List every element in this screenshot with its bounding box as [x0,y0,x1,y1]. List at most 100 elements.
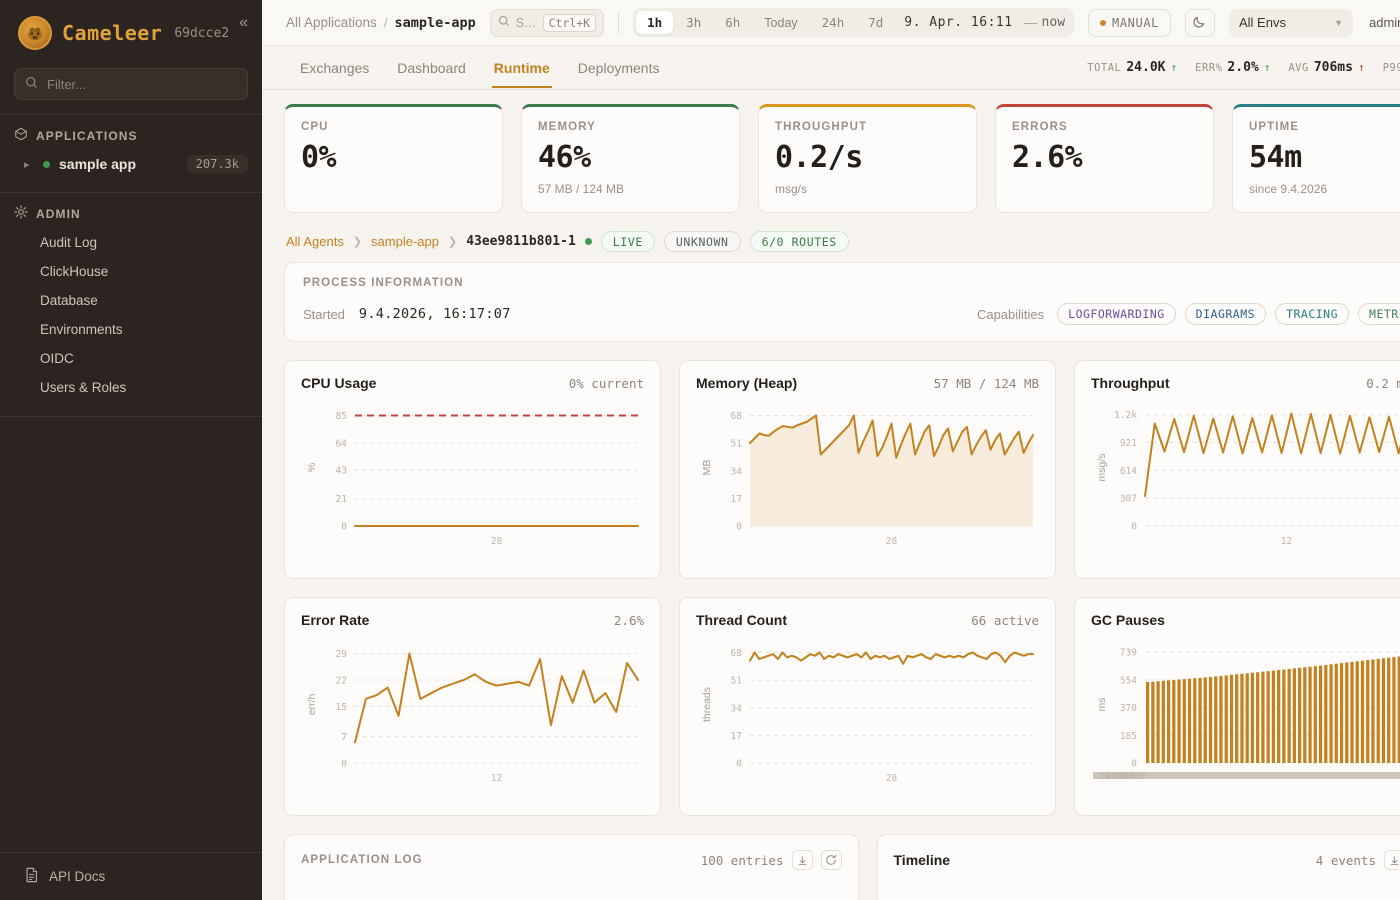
kpi-cpu-key: CPU [301,121,329,133]
filter-input[interactable] [47,76,237,92]
agent-crumb-all-agents[interactable]: All Agents [286,234,344,249]
search-icon [25,76,38,92]
range-1h[interactable]: 1h [636,11,674,34]
svg-text:ms: ms [1096,698,1108,712]
svg-text:68: 68 [731,648,743,659]
search-icon [498,15,510,30]
tab-dashboard[interactable]: Dashboard [397,60,466,76]
range-7d[interactable]: 7d [868,15,884,30]
main-area: All Applications / sample-app S… Ctrl+K … [262,0,1400,900]
agent-id: 43ee9811b801-1 [466,234,576,249]
refresh-mode-button[interactable]: MANUAL [1088,8,1171,37]
tab-runtime[interactable]: Runtime [480,48,564,88]
svg-text:34: 34 [731,703,743,714]
kpi-card-errors: ERRORS 2.6% [995,104,1214,213]
range-6h[interactable]: 6h [725,15,741,30]
chart-card-thread-count: Thread Count 66 active 0 17 34 51 68 threads 2… [679,597,1056,816]
svg-text:34: 34 [731,466,743,477]
agent-crumb-app[interactable]: sample-app [371,234,439,249]
global-search[interactable]: S… Ctrl+K [489,8,605,37]
chart-title: GC Pauses [1091,612,1165,628]
kpi-uptime-value: 54m [1249,140,1302,175]
chart-plot-memory-heap: 0 17 34 51 68 MB 28 [696,397,1039,560]
svg-text:1.2k: 1.2k [1114,410,1137,421]
kpi-card-throughput: THROUGHPUT 0.2/s msg/s [758,104,977,213]
chart-grid: CPU Usage 0% current 0 21 43 64 85% 28 Memory… [284,360,1400,816]
gear-icon [14,205,28,222]
agent-crumb-sep-2: ❯ [447,236,458,248]
stat-avg-key: AVG [1288,62,1309,74]
chart-card-error-rate: Error Rate 2.6% 0 7 15 22 29 err/h 12 [284,597,661,816]
svg-text:29: 29 [336,649,348,660]
theme-toggle-button[interactable] [1184,8,1215,37]
timeline-title: Timeline [893,852,951,868]
svg-text:2000: 2000 [1123,771,1146,782]
timeline-count: 4 events [1315,852,1376,868]
kpi-uptime-key: UPTIME [1249,121,1300,133]
sidebar-app-label: sample app [59,156,137,172]
svg-text:12: 12 [1281,536,1292,547]
range-today[interactable]: Today [764,15,798,30]
sidebar-item-oidc[interactable]: OIDC [40,351,74,366]
arrow-up-icon: ↑ [1170,61,1178,74]
sidebar-item-environments[interactable]: Environments [40,322,123,337]
chevron-double-left-icon[interactable]: « [239,14,248,31]
stat-total-value: 24.0K [1126,60,1166,75]
brand-version-hash: 69dcce2 [174,25,230,41]
time-range-group[interactable]: 1h 3h 6h Today 24h 7d 9. Apr. 16:11 — no… [633,8,1075,37]
sidebar-item-users-roles[interactable]: Users & Roles [40,380,127,395]
svg-text:%: % [306,463,318,472]
range-from[interactable]: 9. Apr. 16:11 [904,15,1013,30]
sidebar-item-database[interactable]: Database [40,293,98,308]
sidebar-app-count: 207.3k [186,155,248,173]
env-select[interactable]: All Envs ▼ [1228,8,1353,37]
application-log-header: APPLICATION LOG 100 entries [301,850,842,870]
refresh-mode-label: MANUAL [1112,15,1159,30]
arrow-up-icon: ↑ [1357,61,1365,74]
range-24h[interactable]: 24h [821,15,845,30]
status-dot-live [43,160,50,168]
process-information-title: PROCESS INFORMATION [303,277,464,289]
svg-text:22: 22 [336,675,347,686]
svg-text:370: 370 [1120,703,1137,714]
capability-diagrams: DIAGRAMS [1184,303,1267,325]
user-menu[interactable]: admin [1368,15,1400,30]
chevron-right-icon[interactable]: ▸ [24,158,30,171]
sidebar-section-label-admin: ADMIN [36,206,81,221]
document-icon [24,867,39,886]
chart-meta: 66 active [971,613,1039,628]
kpi-memory-value: 46% [538,140,591,175]
sidebar-filter[interactable] [14,68,248,100]
chart-meta: 2.6% [613,613,644,628]
application-log-panel: APPLICATION LOG 100 entries [284,834,859,900]
svg-text:51: 51 [731,439,743,450]
sidebar-item-clickhouse[interactable]: ClickHouse [40,264,109,279]
tab-exchanges[interactable]: Exchanges [300,60,370,76]
chart-header: Error Rate 2.6% [301,612,644,628]
breadcrumb-current-app: sample-app [394,14,476,31]
svg-text:185: 185 [1120,731,1137,742]
chart-header: CPU Usage 0% current [301,375,644,391]
sidebar-item-audit-log[interactable]: Audit Log [40,235,98,250]
range-to[interactable]: now [1041,15,1066,30]
range-3h[interactable]: 3h [686,15,702,30]
download-icon[interactable] [1384,850,1400,870]
chart-title: Memory (Heap) [696,375,798,391]
svg-text:554: 554 [1120,675,1137,686]
stat-err-pct-value: 2.0% [1227,60,1259,75]
breadcrumb: All Applications / sample-app [286,15,476,31]
svg-text:7: 7 [341,732,347,743]
svg-text:threads: threads [701,687,713,722]
sidebar-item-sample-app[interactable]: ▸ sample app 207.3k [0,150,262,178]
kpi-cpu-value: 0% [301,140,337,175]
refresh-icon[interactable] [820,850,842,870]
sidebar-item-api-docs[interactable]: API Docs [0,852,262,900]
svg-text:85: 85 [336,411,347,422]
tab-deployments[interactable]: Deployments [577,60,660,76]
breadcrumb-all-applications[interactable]: All Applications [286,15,377,30]
brand-name: Cameleer [62,21,163,45]
download-icon[interactable] [791,850,813,870]
status-badge-routes: 6/0 ROUTES [749,231,849,252]
chart-card-gc-pauses: GC Pauses 0 185 370 554 739 ms 2000 2000 2000 200… [1074,597,1400,816]
svg-text:51: 51 [731,676,743,687]
